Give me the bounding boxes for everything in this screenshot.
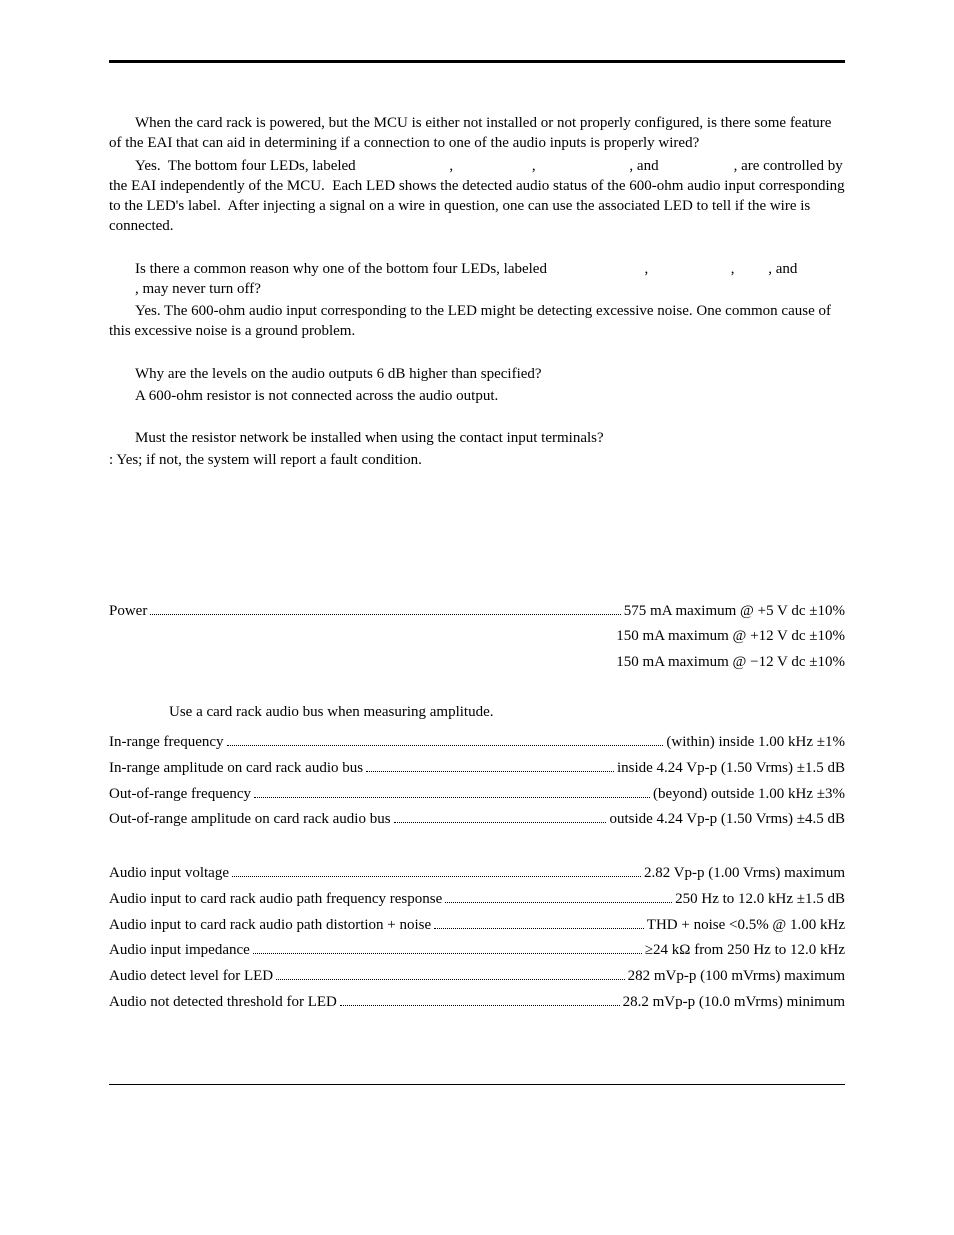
answer-2-text: Yes. The 600-ohm audio input correspondi… <box>109 303 831 339</box>
answer-1-text: Yes. The bottom four LEDs, labeled , , ,… <box>109 158 848 235</box>
spec-value: THD + noise <0.5% @ 1.00 kHz <box>647 915 845 937</box>
spec-value: 28.2 mVp-p (10.0 mVrms) minimum <box>623 992 845 1014</box>
question-2-text: Is there a common reason why one of the … <box>135 261 872 297</box>
answer-2: Yes. The 600-ohm audio input correspondi… <box>109 301 845 342</box>
spec-power-value-3: 150 mA maximum @ −12 V dc ±10% <box>109 652 845 674</box>
question-3: Why are the levels on the audio outputs … <box>109 364 845 384</box>
leader-dots <box>253 953 642 954</box>
measurement-note: Use a card rack audio bus when measuring… <box>109 702 845 722</box>
spec-label: In-range amplitude on card rack audio bu… <box>109 758 363 780</box>
spec-value: (within) inside 1.00 kHz ±1% <box>666 732 845 754</box>
question-1-text: When the card rack is powered, but the M… <box>109 115 831 151</box>
spec-power-label: Power <box>109 601 147 623</box>
question-2: Is there a common reason why one of the … <box>109 259 845 300</box>
spec-label: Audio not detected threshold for LED <box>109 992 337 1014</box>
spec-row: In-range amplitude on card rack audio bu… <box>109 758 845 780</box>
spec-label: Audio input impedance <box>109 940 250 962</box>
spec-power: Power 575 mA maximum @ +5 V dc ±10% <box>109 601 845 623</box>
spec-row: Audio input to card rack audio path freq… <box>109 889 845 911</box>
spec-label: Out-of-range frequency <box>109 784 251 806</box>
spec-value: 250 Hz to 12.0 kHz ±1.5 dB <box>675 889 845 911</box>
spec-value: ≥24 kΩ from 250 Hz to 12.0 kHz <box>645 940 845 962</box>
answer-3: A 600-ohm resistor is not connected acro… <box>109 386 845 406</box>
leader-dots <box>254 797 650 798</box>
spec-row: Audio input impedance ≥24 kΩ from 250 Hz… <box>109 940 845 962</box>
leader-dots <box>150 614 620 615</box>
question-4-text: Must the resistor network be installed w… <box>135 430 604 446</box>
spec-label: Audio input to card rack audio path dist… <box>109 915 431 937</box>
question-1: When the card rack is powered, but the M… <box>109 113 845 154</box>
top-rule <box>109 60 845 63</box>
leader-dots <box>434 928 644 929</box>
leader-dots <box>227 745 664 746</box>
leader-dots <box>366 771 614 772</box>
question-3-text: Why are the levels on the audio outputs … <box>135 366 542 382</box>
spec-row: Audio detect level for LED 282 mVp-p (100… <box>109 966 845 988</box>
answer-1: Yes. The bottom four LEDs, labeled , , ,… <box>109 156 845 237</box>
spec-row: Audio not detected threshold for LED 28.2… <box>109 992 845 1014</box>
answer-3-text: A 600-ohm resistor is not connected acro… <box>135 388 498 404</box>
bottom-rule <box>109 1084 845 1085</box>
spec-label: In-range frequency <box>109 732 224 754</box>
spec-value: outside 4.24 Vp-p (1.50 Vrms) ±4.5 dB <box>609 809 845 831</box>
spec-label: Audio input voltage <box>109 863 229 885</box>
spec-value: 282 mVp-p (100 mVrms) maximum <box>628 966 845 988</box>
spec-label: Out-of-range amplitude on card rack audi… <box>109 809 391 831</box>
spec-row: Out-of-range amplitude on card rack audi… <box>109 809 845 831</box>
leader-dots <box>232 876 641 877</box>
question-4: Must the resistor network be installed w… <box>109 428 845 448</box>
spec-value: inside 4.24 Vp-p (1.50 Vrms) ±1.5 dB <box>617 758 845 780</box>
leader-dots <box>394 822 607 823</box>
leader-dots <box>445 902 672 903</box>
spec-value: (beyond) outside 1.00 kHz ±3% <box>653 784 845 806</box>
spec-value: 2.82 Vp-p (1.00 Vrms) maximum <box>644 863 845 885</box>
leader-dots <box>276 979 624 980</box>
spec-label: Audio detect level for LED <box>109 966 273 988</box>
leader-dots <box>340 1005 620 1006</box>
answer-4-text: : Yes; if not, the system will report a … <box>109 452 422 468</box>
spec-row: In-range frequency (within) inside 1.00 k… <box>109 732 845 754</box>
spec-power-value-1: 575 mA maximum @ +5 V dc ±10% <box>624 601 845 623</box>
spec-power-value-2: 150 mA maximum @ +12 V dc ±10% <box>109 626 845 648</box>
answer-4: : Yes; if not, the system will report a … <box>109 450 845 470</box>
spec-row: Out-of-range frequency (beyond) outside … <box>109 784 845 806</box>
spec-row: Audio input to card rack audio path dist… <box>109 915 845 937</box>
spec-label: Audio input to card rack audio path freq… <box>109 889 442 911</box>
spec-row: Audio input voltage 2.82 Vp-p (1.00 Vrms)… <box>109 863 845 885</box>
